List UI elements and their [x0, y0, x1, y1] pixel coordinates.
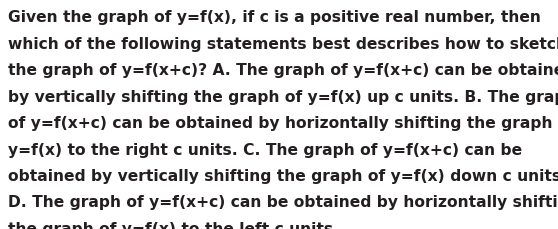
Text: obtained by vertically shifting the graph of y=f(x) down c units.: obtained by vertically shifting the grap…: [8, 168, 558, 183]
Text: y=f(x) to the right c units. C. The graph of y=f(x+c) can be: y=f(x) to the right c units. C. The grap…: [8, 142, 522, 157]
Text: Given the graph of y=f(x), if c is a positive real number, then: Given the graph of y=f(x), if c is a pos…: [8, 10, 541, 25]
Text: the graph of y=f(x+c)? A. The graph of y=f(x+c) can be obtained: the graph of y=f(x+c)? A. The graph of y…: [8, 63, 558, 78]
Text: by vertically shifting the graph of y=f(x) up c units. B. The graph: by vertically shifting the graph of y=f(…: [8, 89, 558, 104]
Text: which of the following statements best describes how to sketch: which of the following statements best d…: [8, 37, 558, 52]
Text: the graph of y=f(x) to the left c units.: the graph of y=f(x) to the left c units.: [8, 221, 339, 229]
Text: of y=f(x+c) can be obtained by horizontally shifting the graph of: of y=f(x+c) can be obtained by horizonta…: [8, 116, 558, 131]
Text: D. The graph of y=f(x+c) can be obtained by horizontally shifting: D. The graph of y=f(x+c) can be obtained…: [8, 195, 558, 210]
